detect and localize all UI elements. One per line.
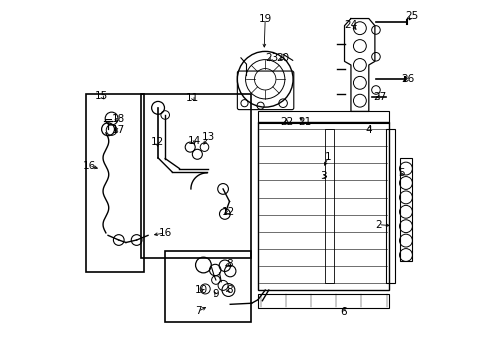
Text: 27: 27	[372, 92, 386, 102]
Text: 3: 3	[319, 171, 325, 181]
Text: 16: 16	[82, 161, 96, 171]
Text: 8: 8	[226, 259, 232, 269]
Text: 23: 23	[265, 53, 279, 63]
Text: 20: 20	[276, 53, 289, 63]
Text: 16: 16	[158, 228, 171, 238]
Text: 1: 1	[325, 152, 331, 162]
Text: 8: 8	[226, 285, 232, 295]
Text: 5: 5	[398, 168, 404, 178]
Text: 12: 12	[222, 207, 235, 217]
Text: 13: 13	[202, 132, 215, 142]
Text: 15: 15	[95, 91, 108, 101]
Text: 11: 11	[186, 93, 199, 103]
Text: 14: 14	[187, 136, 201, 146]
Text: 6: 6	[340, 307, 346, 317]
Text: 9: 9	[212, 289, 219, 299]
Text: 21: 21	[297, 117, 310, 127]
Text: 25: 25	[404, 12, 417, 21]
Text: 2: 2	[374, 220, 381, 230]
Circle shape	[151, 102, 164, 114]
Text: 7: 7	[194, 306, 201, 316]
Text: 12: 12	[150, 138, 163, 148]
Text: 10: 10	[195, 285, 208, 295]
Text: 26: 26	[401, 74, 414, 84]
Text: 24: 24	[344, 19, 357, 30]
Text: 18: 18	[112, 114, 125, 124]
Text: 4: 4	[365, 125, 371, 135]
Text: 17: 17	[112, 125, 125, 135]
Text: 19: 19	[258, 14, 271, 23]
Text: 22: 22	[280, 117, 293, 127]
